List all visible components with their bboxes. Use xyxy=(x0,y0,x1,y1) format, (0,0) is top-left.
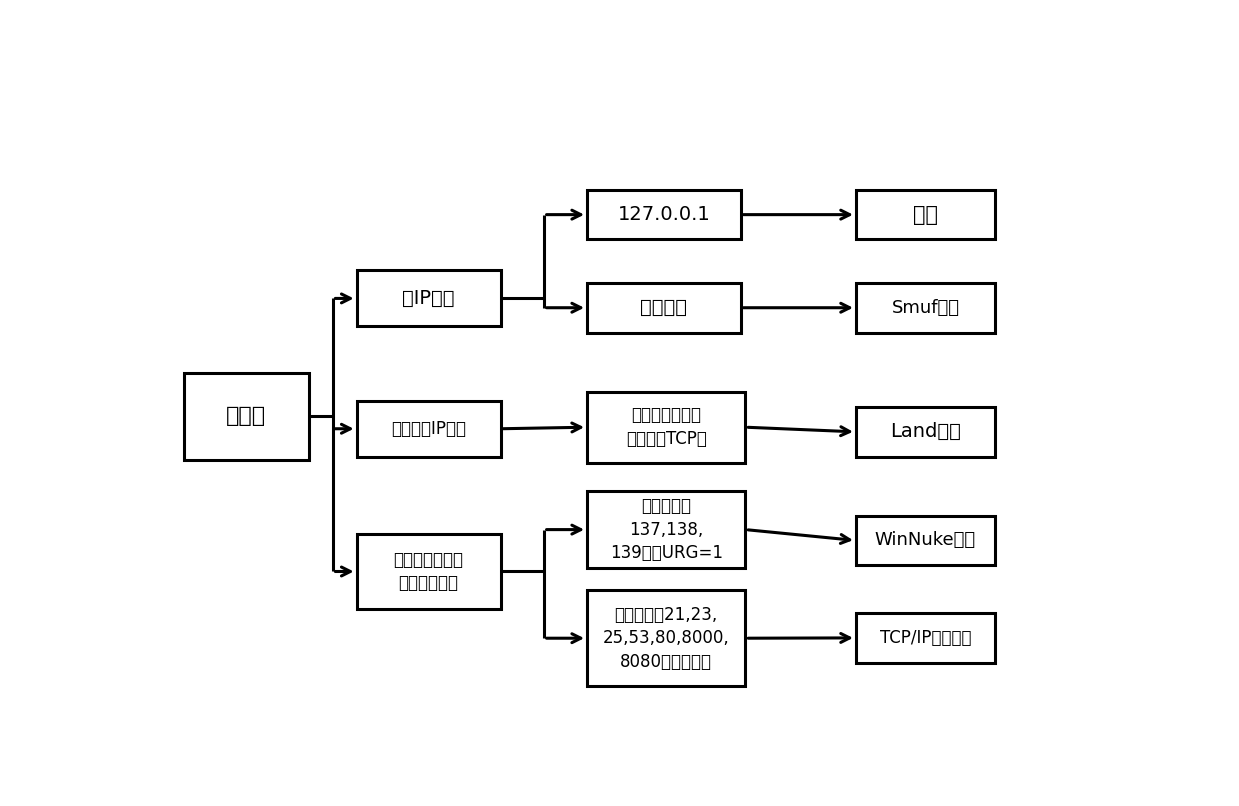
Text: WinNuke攻击: WinNuke攻击 xyxy=(875,531,976,550)
Bar xyxy=(587,590,746,687)
Bar xyxy=(587,392,746,463)
Text: 源IP检测: 源IP检测 xyxy=(403,289,455,308)
Bar xyxy=(856,283,995,333)
Text: 异常: 异常 xyxy=(913,205,938,225)
Text: Smuf攻击: Smuf攻击 xyxy=(891,299,959,317)
Bar xyxy=(183,373,309,459)
Text: 源端口与目的端
口相等的TCP流: 源端口与目的端 口相等的TCP流 xyxy=(626,406,706,448)
Bar xyxy=(357,534,501,609)
Text: TCP/IP端口扫描: TCP/IP端口扫描 xyxy=(880,629,971,647)
Bar xyxy=(856,407,995,457)
Bar xyxy=(587,189,741,239)
Bar xyxy=(587,283,741,333)
Text: 目标端口为
137,138,
139，且URG=1: 目标端口为 137,138, 139，且URG=1 xyxy=(610,497,722,563)
Bar xyxy=(357,271,501,326)
Bar xyxy=(856,189,995,239)
Text: 源、目的IP相等: 源、目的IP相等 xyxy=(392,420,466,438)
Text: 127.0.0.1: 127.0.0.1 xyxy=(617,206,710,224)
Bar xyxy=(856,613,995,663)
Text: 流数据: 流数据 xyxy=(225,406,266,426)
Text: 检查目标端口以
及数据标志位: 检查目标端口以 及数据标志位 xyxy=(394,550,463,592)
Bar xyxy=(587,491,746,568)
Text: Land攻击: Land攻击 xyxy=(890,422,961,442)
Text: 目标端口为21,23,
25,53,80,8000,
8080以外的端口: 目标端口为21,23, 25,53,80,8000, 8080以外的端口 xyxy=(603,605,730,671)
Bar xyxy=(856,516,995,565)
Text: 广播地址: 广播地址 xyxy=(641,298,688,318)
Bar xyxy=(357,401,501,457)
